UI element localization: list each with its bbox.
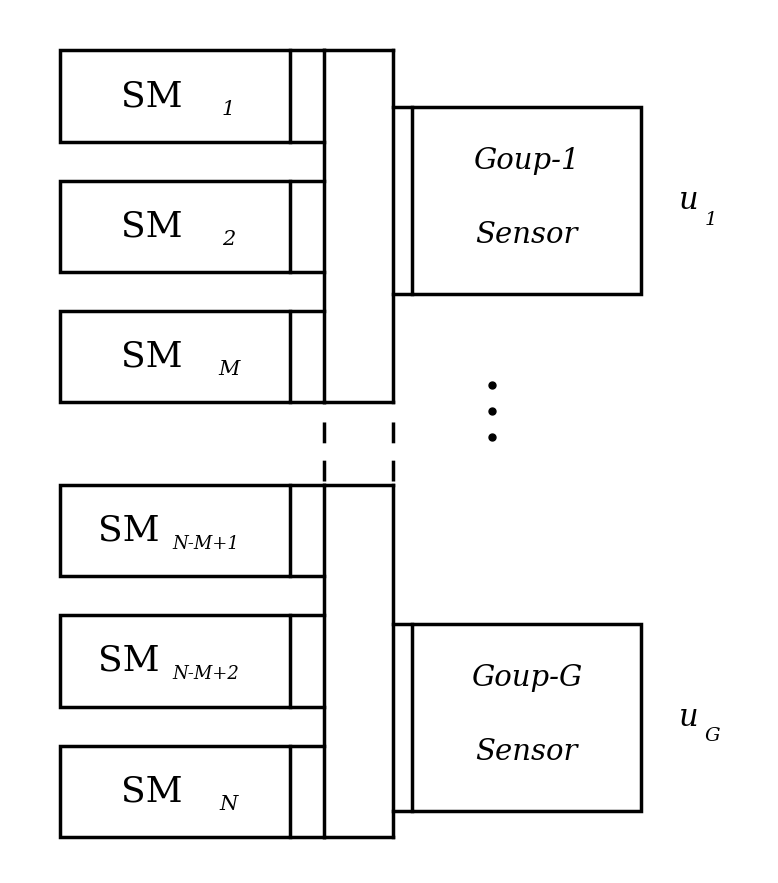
- Text: G: G: [705, 727, 720, 745]
- Bar: [61, 485, 289, 577]
- Bar: [412, 107, 641, 294]
- Text: SM: SM: [121, 774, 183, 808]
- Text: SM: SM: [121, 79, 183, 113]
- Bar: [61, 311, 289, 403]
- Text: Sensor: Sensor: [475, 221, 578, 249]
- Text: 2: 2: [222, 230, 235, 249]
- Text: u: u: [679, 185, 699, 216]
- Text: M: M: [218, 360, 239, 380]
- Text: N-M+2: N-M+2: [172, 665, 239, 683]
- Text: SM: SM: [98, 514, 160, 547]
- Text: Goup-G: Goup-G: [471, 664, 582, 692]
- Bar: [61, 745, 289, 837]
- Text: 1: 1: [705, 211, 717, 229]
- Text: 1: 1: [222, 100, 235, 118]
- Text: SM: SM: [121, 340, 183, 374]
- Bar: [61, 615, 289, 706]
- Bar: [61, 50, 289, 141]
- Bar: [412, 624, 641, 811]
- Text: N: N: [219, 795, 237, 814]
- Text: SM: SM: [121, 209, 183, 244]
- Text: SM: SM: [98, 644, 160, 678]
- Text: Goup-1: Goup-1: [473, 147, 580, 175]
- Text: N-M+1: N-M+1: [172, 534, 239, 553]
- Text: Sensor: Sensor: [475, 738, 578, 766]
- Text: u: u: [679, 701, 699, 733]
- Bar: [61, 181, 289, 272]
